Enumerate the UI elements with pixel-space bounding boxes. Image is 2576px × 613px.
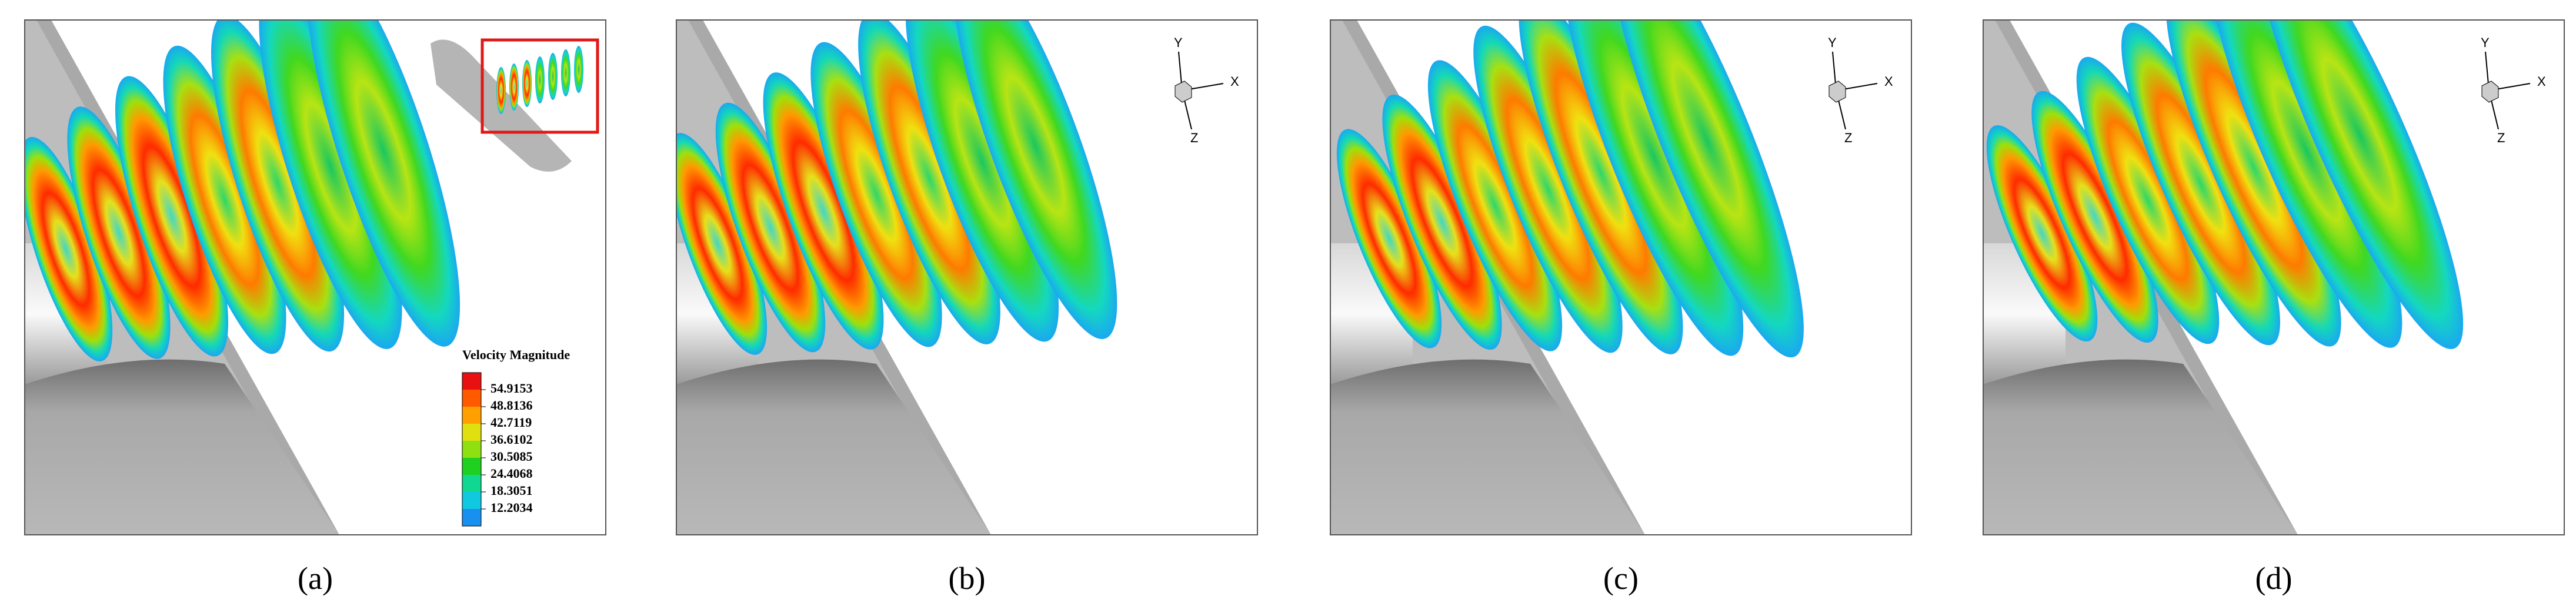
- vortex-slice: [163, 45, 286, 354]
- panel-border: [1983, 19, 2565, 535]
- vortex-slice: [1564, 20, 1744, 356]
- colorbar-frame: [462, 372, 482, 527]
- colorbar-swatch: [462, 373, 481, 390]
- vortex-slice: [259, 20, 402, 349]
- vortex-slice: [25, 137, 113, 361]
- vortex-slice: [763, 72, 884, 350]
- hub: [1983, 359, 2298, 535]
- axis-label: Z: [1844, 130, 1852, 145]
- triad-cube: [1174, 81, 1192, 103]
- inset-slice: [496, 67, 506, 114]
- vortex-slice: [1610, 20, 1804, 358]
- panel-border: [24, 19, 606, 535]
- vortex-slice: [1986, 125, 2098, 341]
- panel-border: [676, 19, 1258, 535]
- inset-slice: [535, 56, 545, 103]
- inset-slice: [522, 60, 532, 107]
- vortex-slice: [905, 20, 1059, 342]
- panel: (d) X Y Z: [1983, 19, 2565, 596]
- colorbar-title: Velocity Magnitude: [462, 347, 570, 362]
- colorbar-swatch: [462, 441, 481, 458]
- colorbar-label: 48.8136: [490, 398, 533, 413]
- hub: [25, 359, 339, 535]
- colorbar-swatch: [462, 475, 481, 492]
- colorbar-swatch: [462, 492, 481, 509]
- vortex-slice: [858, 20, 1000, 344]
- colorbar-label: 30.5085: [490, 449, 533, 464]
- colorbar-label: 24.4068: [490, 466, 533, 481]
- panel: (a) Velocity Magnitude 54.9153 48.8136 42.71…: [24, 19, 606, 596]
- colorbar-swatch: [462, 458, 481, 475]
- inset-slice: [561, 49, 570, 96]
- colorbar-swatch: [462, 509, 481, 526]
- panel-content: [676, 20, 1257, 535]
- axis-label: X: [2537, 74, 2546, 89]
- vortex-slice: [1473, 25, 1623, 353]
- vortex-slice: [715, 102, 826, 353]
- colorbar-label: 18.3051: [490, 483, 533, 498]
- vortex-slice: [953, 20, 1117, 339]
- vortex-slice: [1382, 94, 1502, 350]
- axis-label: Y: [1828, 35, 1837, 50]
- axis-label: X: [1230, 74, 1239, 89]
- inset-slice: [574, 46, 583, 93]
- vortex-slice: [67, 106, 171, 359]
- caption: (c): [1603, 561, 1639, 596]
- vortex-slice: [211, 20, 345, 352]
- vortex-slice: [2255, 20, 2464, 349]
- vortex-slice: [1336, 129, 1442, 349]
- axis-label: Z: [1190, 130, 1198, 145]
- panel-border: [1330, 19, 1912, 535]
- colorbar-label: 54.9153: [490, 381, 533, 396]
- colorbar-label: 36.6102: [490, 432, 533, 447]
- caption: (a): [298, 561, 333, 596]
- inset-slice: [548, 53, 558, 100]
- colorbar-label: 42.7119: [490, 415, 532, 430]
- axis-label: Y: [2481, 35, 2490, 50]
- colorbar-swatch: [462, 390, 481, 407]
- vortex-slice: [2211, 20, 2403, 348]
- vortex-slice: [810, 42, 942, 347]
- colorbar-label: 12.2034: [490, 500, 533, 515]
- hub: [676, 359, 991, 535]
- axis-label: Y: [1174, 35, 1183, 50]
- vortex-slice: [115, 76, 229, 357]
- caption: (b): [949, 561, 986, 596]
- vortex-slice: [2076, 56, 2220, 344]
- caption: (d): [2255, 561, 2293, 596]
- vortex-slice: [1427, 60, 1563, 351]
- hub: [1330, 359, 1645, 535]
- colorbar-swatch: [462, 424, 481, 441]
- panel: (c) X Y Z: [1330, 19, 1912, 596]
- panel-content: [1983, 20, 2564, 535]
- axis-label: X: [1884, 74, 1893, 89]
- vortex-slice: [2121, 22, 2280, 346]
- panel-content: [1330, 20, 1911, 535]
- vortex-slice: [1519, 20, 1683, 354]
- triad-cube: [2481, 81, 2499, 103]
- axis-label: Z: [2497, 130, 2505, 145]
- vortex-slice: [2166, 20, 2341, 347]
- vortex-slice: [676, 133, 768, 355]
- panel: (b) X Y Z: [676, 19, 1258, 596]
- inset-slice: [509, 63, 519, 110]
- inset-frame: [481, 38, 599, 134]
- vortex-slice: [306, 20, 461, 347]
- triad-cube: [1828, 81, 1846, 103]
- colorbar-swatch: [462, 407, 481, 424]
- vortex-slice: [2031, 91, 2158, 343]
